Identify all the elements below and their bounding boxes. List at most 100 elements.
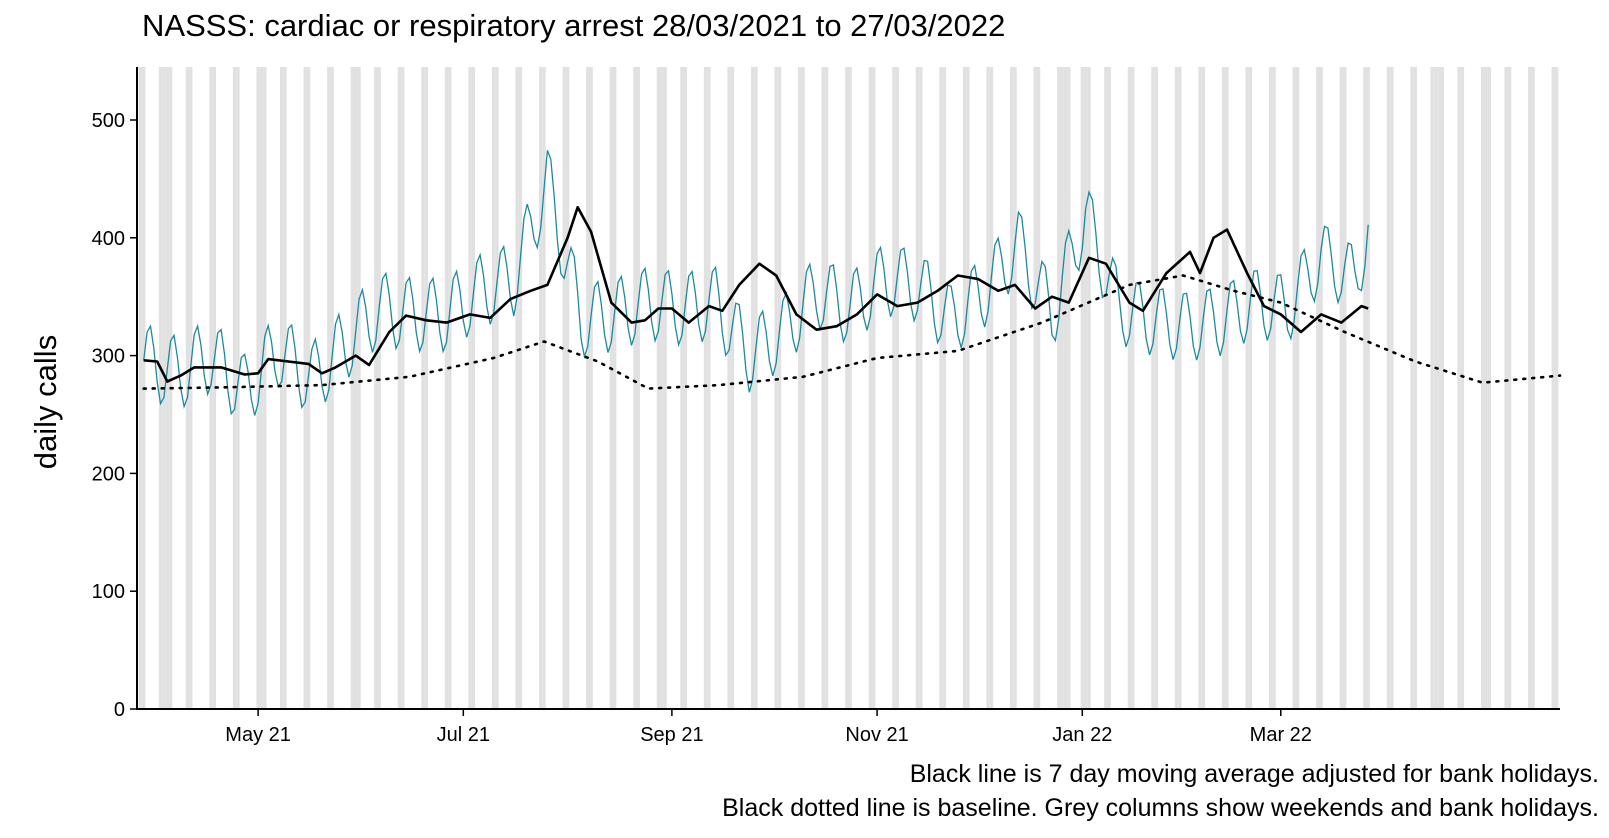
moving-average-line	[143, 205, 1369, 383]
weekend-column	[1063, 67, 1068, 709]
weekend-column	[444, 67, 449, 709]
weekend-column	[1060, 67, 1064, 709]
weekend-column	[353, 67, 358, 709]
weekend-column	[750, 67, 755, 709]
weekend-column	[1154, 67, 1158, 709]
weekend-column	[1339, 67, 1344, 709]
weekend-column	[989, 67, 994, 709]
weekend-column	[357, 67, 361, 709]
weekend-column	[663, 67, 667, 709]
y-tick-label: 100	[92, 581, 125, 603]
weekend-column	[966, 67, 970, 709]
weekend-column	[824, 67, 829, 709]
x-tick-label: Sep 21	[640, 724, 703, 746]
weekend-column	[962, 67, 967, 709]
weekend-column	[801, 67, 805, 709]
weekend-column	[1225, 67, 1229, 709]
y-tick-label: 0	[114, 699, 125, 721]
weekend-column	[421, 67, 425, 709]
weekend-column	[845, 67, 849, 709]
weekend-column	[1131, 67, 1135, 709]
weekend-column	[542, 67, 546, 709]
weekend-column	[424, 67, 428, 709]
weekend-column	[1292, 67, 1296, 709]
weekend-column	[1198, 67, 1202, 709]
weekend-column	[798, 67, 802, 709]
weekend-column	[1480, 67, 1485, 709]
caption-baseline: Black dotted line is baseline. Grey colu…	[722, 794, 1599, 822]
weekend-column	[1080, 67, 1084, 709]
weekend-column	[939, 67, 943, 709]
weekend-column	[1528, 67, 1532, 709]
weekend-column	[1067, 67, 1071, 709]
weekend-column	[518, 67, 523, 709]
weekend-column	[1269, 67, 1273, 709]
weekend-column	[609, 67, 614, 709]
weekend-column	[703, 67, 708, 709]
caption-moving-average: Black line is 7 day moving average adjus…	[909, 760, 1599, 788]
weekend-column	[754, 67, 758, 709]
weekend-column	[633, 67, 637, 709]
x-tick-label: Nov 21	[845, 724, 908, 746]
weekend-column	[1386, 67, 1391, 709]
weekend-column	[468, 67, 472, 709]
weekend-column	[1410, 67, 1414, 709]
weekend-column	[1440, 67, 1444, 709]
weekend-column	[1504, 67, 1508, 709]
weekend-column	[1201, 67, 1206, 709]
weekend-column	[1366, 67, 1370, 709]
weekend-column	[1127, 67, 1132, 709]
y-tick-label: 400	[92, 228, 125, 250]
weekend-column	[1104, 67, 1108, 709]
weekend-column	[1033, 67, 1037, 709]
weekend-column	[1316, 67, 1320, 709]
weekend-column	[212, 67, 217, 709]
weekend-column	[1507, 67, 1512, 709]
weekend-column	[401, 67, 405, 709]
weekend-column	[539, 67, 543, 709]
weekend-column	[919, 67, 923, 709]
weekend-column	[683, 67, 688, 709]
weekend-column	[256, 67, 260, 709]
weekend-column	[613, 67, 617, 709]
weekend-column	[259, 67, 264, 709]
weekend-column	[1295, 67, 1300, 709]
weekend-column	[915, 67, 920, 709]
weekend-column	[1057, 67, 1061, 709]
weekend-column	[872, 67, 876, 709]
weekend-column	[821, 67, 825, 709]
weekend-column	[1248, 67, 1253, 709]
weekend-column	[777, 67, 782, 709]
x-tick-label: Jan 22	[1052, 724, 1112, 746]
weekend-column	[209, 67, 213, 709]
weekend-column	[1551, 67, 1555, 709]
weekend-column	[562, 67, 566, 709]
weekend-column	[1460, 67, 1465, 709]
weekend-column	[1343, 67, 1347, 709]
y-tick-label: 500	[92, 110, 125, 132]
weekend-column	[374, 67, 378, 709]
weekend-column	[680, 67, 684, 709]
weekend-column	[1363, 67, 1367, 709]
weekend-column	[1390, 67, 1394, 709]
weekend-column	[1245, 67, 1249, 709]
chart-title: NASSS: cardiac or respiratory arrest 28/…	[142, 8, 1006, 43]
weekend-column	[1151, 67, 1155, 709]
weekend-column	[1036, 67, 1041, 709]
weekend-column	[1433, 67, 1438, 709]
weekend-column	[1087, 67, 1091, 709]
weekend-column	[986, 67, 990, 709]
weekend-column	[636, 67, 640, 709]
weekend-column	[165, 67, 169, 709]
weekend-column	[1457, 67, 1461, 709]
weekend-column	[330, 67, 334, 709]
weekend-column	[1107, 67, 1111, 709]
weekend-column	[138, 67, 143, 709]
weekend-column	[589, 67, 593, 709]
weekend-column	[774, 67, 778, 709]
weekend-column	[1013, 67, 1017, 709]
weekend-column	[491, 67, 496, 709]
weekend-column	[868, 67, 873, 709]
weekend-column	[377, 67, 381, 709]
weekend-column	[495, 67, 499, 709]
